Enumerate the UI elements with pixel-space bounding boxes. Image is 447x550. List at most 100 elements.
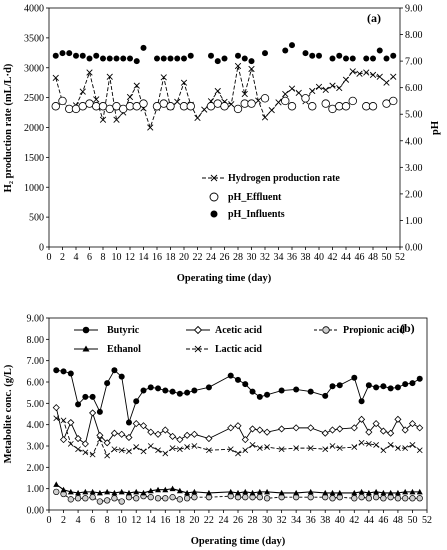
hydrogen-production-point bbox=[174, 98, 181, 105]
panel-b-x-tick-label: 50 bbox=[407, 515, 417, 526]
hydrogen-production-point bbox=[342, 76, 350, 83]
propionic-acid-point bbox=[380, 495, 387, 502]
ethanol-point bbox=[67, 488, 74, 495]
lactic-acid-point bbox=[169, 445, 176, 452]
hydrogen-production-point bbox=[234, 62, 242, 70]
panel-b-y-tick-label: 7.00 bbox=[27, 356, 45, 367]
lactic-acid-point bbox=[293, 445, 300, 452]
butyric-point bbox=[322, 392, 329, 399]
panel-a-y2-tick-label: 8.00 bbox=[405, 30, 423, 41]
lactic-acid-point bbox=[147, 443, 154, 449]
ethanol-point bbox=[125, 489, 132, 496]
propionic-acid-point bbox=[183, 495, 191, 502]
hydrogen-production-point bbox=[113, 116, 120, 123]
ph-influents-point bbox=[73, 52, 79, 59]
hydrogen-production-point bbox=[126, 93, 134, 101]
ethanol-point bbox=[293, 489, 300, 496]
ethanol-point bbox=[133, 488, 140, 495]
hydrogen-marker-stroke bbox=[174, 98, 181, 105]
panel-a-x-tick-label: 48 bbox=[368, 252, 378, 263]
lactic-marker-stroke bbox=[97, 436, 103, 443]
hydrogen-production-point bbox=[93, 96, 100, 103]
ph-influents-point bbox=[66, 50, 73, 57]
panel-b-x-tick-label: 48 bbox=[393, 515, 403, 526]
hydrogen-marker-stroke bbox=[52, 74, 59, 82]
ethanol-point bbox=[409, 488, 416, 495]
panel-b-x-tick-label: 16 bbox=[160, 515, 170, 526]
ph-influents-point bbox=[140, 44, 147, 51]
butyric-point bbox=[125, 419, 132, 426]
hydrogen-marker-stroke bbox=[180, 79, 188, 86]
hydrogen-marker-stroke bbox=[241, 90, 248, 98]
panel-b-label: (b) bbox=[400, 321, 415, 335]
hydrogen-marker-stroke bbox=[214, 87, 221, 95]
acetic-acid-point bbox=[307, 424, 315, 432]
propionic-acid-point bbox=[416, 495, 423, 502]
panel-a-x-tick-label: 50 bbox=[382, 252, 392, 263]
butyric-point bbox=[256, 393, 263, 400]
panel-b-y-tick-label: 2.00 bbox=[27, 463, 45, 474]
panel-a-x-tick-label: 36 bbox=[287, 252, 297, 263]
panel-a-y2-tick-label: 3.00 bbox=[405, 163, 423, 174]
hydrogen-production-point bbox=[309, 87, 316, 95]
panel-a-x-tick-label: 16 bbox=[152, 252, 162, 263]
propionic-acid-point bbox=[409, 495, 416, 502]
acetic-acid-point bbox=[59, 436, 68, 444]
ethanol-point bbox=[402, 488, 409, 495]
panel-b-y-axis-label: Metabolite conc. (g/L) bbox=[3, 364, 14, 463]
panel-b-x-tick-label: 10 bbox=[117, 515, 127, 526]
butyric-point bbox=[235, 376, 241, 383]
hydrogen-production-point bbox=[133, 82, 140, 89]
panel-a-plot-frame bbox=[48, 7, 401, 248]
ph-influents-point bbox=[181, 55, 187, 62]
legend-ethanol-marker bbox=[82, 345, 90, 352]
ph-influents-point bbox=[383, 55, 390, 62]
ph-effluent-point bbox=[348, 96, 357, 106]
ethanol-point bbox=[227, 488, 234, 495]
legend-propionic-label: Propionic acid bbox=[343, 325, 405, 336]
propionic-acid-point bbox=[372, 494, 380, 501]
panel-a-x-tick-label: 28 bbox=[233, 252, 243, 263]
butyric-point bbox=[387, 385, 394, 392]
ph-effluent-point bbox=[51, 102, 60, 111]
butyric-point bbox=[60, 368, 67, 375]
butyric-point bbox=[402, 381, 409, 388]
hydrogen-marker-stroke bbox=[390, 73, 397, 80]
panel-a-x-tick-label: 22 bbox=[193, 252, 203, 263]
panel-b: (b) 0.00 1.00 2.00 3.00 4.00 5.00 6.00 7.00 8.00… bbox=[3, 314, 432, 548]
ph-influents-point bbox=[221, 55, 228, 62]
ethanol-point bbox=[394, 489, 401, 496]
hydrogen-marker-stroke bbox=[268, 107, 275, 114]
lactic-marker-stroke bbox=[358, 439, 365, 446]
ph-effluent-point bbox=[247, 99, 256, 108]
panel-b-x-tick-label: 0 bbox=[47, 515, 52, 526]
acetic-acid-point bbox=[96, 431, 104, 439]
propionic-acid-point bbox=[263, 495, 271, 502]
butyric-point bbox=[89, 393, 96, 400]
lactic-marker-stroke bbox=[402, 445, 409, 452]
lactic-marker-stroke bbox=[126, 448, 132, 455]
ethanol-point bbox=[176, 487, 183, 494]
butyric-point bbox=[96, 408, 103, 415]
ph-influents-point bbox=[86, 55, 93, 62]
lactic-acid-point bbox=[387, 442, 394, 448]
hydrogen-marker-stroke bbox=[93, 96, 100, 103]
ethanol-point bbox=[118, 488, 125, 495]
ph-influents-point bbox=[336, 52, 343, 59]
lactic-acid-point bbox=[322, 446, 329, 453]
lactic-acid-point bbox=[162, 450, 169, 457]
lactic-marker-stroke bbox=[176, 446, 183, 453]
butyric-point bbox=[133, 398, 140, 405]
panel-a-x-tick-label: 32 bbox=[260, 252, 270, 263]
hydrogen-marker-stroke bbox=[336, 84, 343, 92]
acetic-acid-point bbox=[147, 428, 155, 436]
acetic-acid-point bbox=[372, 420, 380, 428]
hydrogen-marker-stroke bbox=[248, 65, 255, 73]
panel-a-x-tick-label: 10 bbox=[112, 252, 122, 263]
lactic-marker-stroke bbox=[293, 445, 300, 452]
ph-influents-point bbox=[235, 52, 241, 59]
ethanol-point bbox=[336, 489, 343, 496]
ph-effluent-point bbox=[341, 102, 351, 111]
hydrogen-marker-stroke bbox=[282, 90, 289, 98]
